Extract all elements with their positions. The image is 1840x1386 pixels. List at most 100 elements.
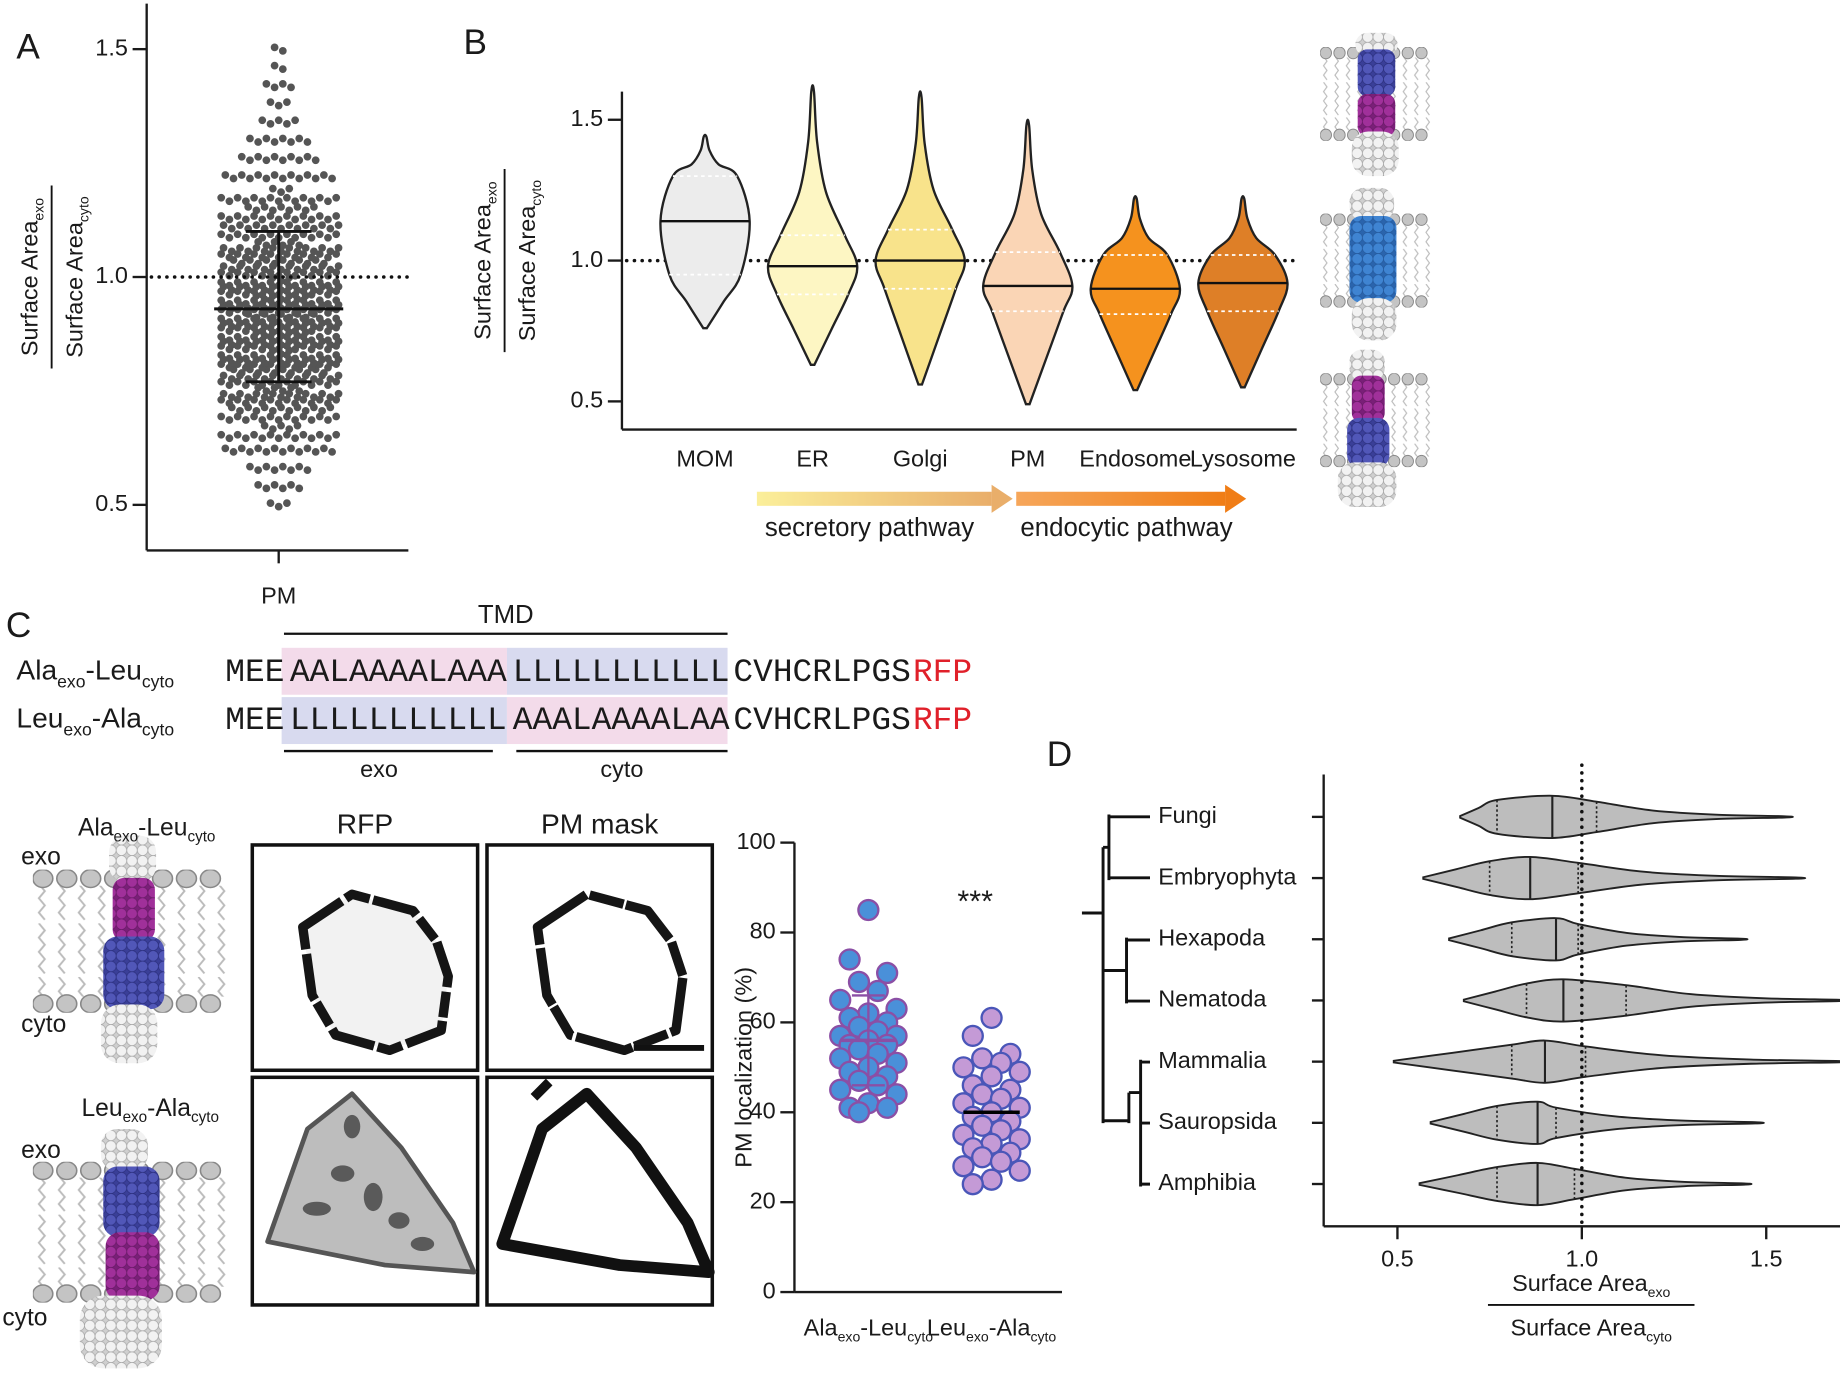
data-point <box>262 174 271 183</box>
data-point <box>328 174 336 183</box>
data-point <box>221 444 230 453</box>
data-point <box>310 247 318 256</box>
data-point <box>252 407 261 415</box>
data-point <box>324 336 332 345</box>
text-part: cyto <box>1646 1328 1672 1344</box>
text-part: exo <box>57 671 86 691</box>
data-point <box>233 430 242 439</box>
data-point <box>233 230 242 239</box>
text-part: exo <box>483 181 499 204</box>
data-point <box>241 253 250 262</box>
violin <box>1392 1039 1840 1084</box>
text-part: cyto <box>75 196 91 222</box>
data-point <box>217 395 226 404</box>
data-point <box>244 247 253 256</box>
text-part: -Ala <box>147 1095 191 1122</box>
data-point <box>225 336 234 345</box>
data-point <box>324 434 332 443</box>
data-point <box>285 206 294 215</box>
y-tick-label: 40 <box>750 1097 776 1123</box>
data-point <box>291 215 299 224</box>
construct-label: Leuexo-Alacyto <box>81 1095 218 1126</box>
data-point <box>225 318 234 326</box>
data-point <box>258 416 267 424</box>
data-point <box>274 399 283 408</box>
data-point <box>307 233 316 242</box>
panel-label: B <box>464 23 487 62</box>
data-point <box>246 134 254 143</box>
data-point <box>270 466 279 475</box>
segment-label: cyto <box>600 756 643 782</box>
data-point <box>291 233 299 242</box>
data-point <box>262 156 271 165</box>
data-point <box>291 116 299 125</box>
data-point <box>295 448 304 456</box>
data-point <box>291 318 299 326</box>
data-point <box>241 281 250 290</box>
data-point <box>258 399 267 408</box>
data-point <box>236 221 244 229</box>
data-point <box>233 314 242 323</box>
data-point <box>303 369 312 377</box>
data-point <box>258 354 267 363</box>
data-point <box>285 407 294 415</box>
data-point <box>299 268 308 277</box>
data-point <box>250 351 258 359</box>
data-point <box>295 387 304 396</box>
data-point <box>291 197 299 206</box>
data-point <box>233 332 242 341</box>
data-point <box>318 244 326 252</box>
data-point <box>283 119 291 128</box>
data-point <box>307 434 316 443</box>
data-point <box>1008 1159 1031 1182</box>
data-point <box>250 250 258 258</box>
text-part: cyto <box>1030 1328 1056 1344</box>
data-point <box>307 299 316 308</box>
data-point <box>270 480 279 489</box>
data-point <box>270 43 279 52</box>
tree <box>1081 814 1150 1187</box>
data-point <box>217 278 226 286</box>
data-point <box>315 230 324 239</box>
data-point <box>287 152 295 161</box>
data-point <box>241 215 250 224</box>
seq-exo: AALAAAALAAA <box>290 654 507 691</box>
data-point <box>227 375 236 383</box>
y-tick-label: 1.0 <box>571 246 604 272</box>
text-part: Ala <box>804 1315 839 1341</box>
data-point <box>278 448 287 456</box>
data-point <box>971 1047 994 1070</box>
data-point <box>270 444 279 453</box>
data-point <box>233 278 242 286</box>
data-point <box>315 296 324 305</box>
data-point <box>225 434 234 443</box>
data-point <box>320 444 328 453</box>
data-point <box>315 268 324 277</box>
data-point <box>270 152 279 161</box>
data-point <box>324 299 332 308</box>
data-point <box>303 152 312 161</box>
data-point <box>258 434 267 443</box>
data-point <box>291 253 299 262</box>
data-point <box>233 212 242 220</box>
data-point <box>971 1146 994 1169</box>
category-label: Nematoda <box>1158 986 1267 1012</box>
data-point <box>315 278 324 286</box>
data-point <box>989 1150 1013 1173</box>
data-point <box>221 171 230 179</box>
data-point <box>246 462 254 471</box>
text-part: cyto <box>142 671 174 691</box>
y-tick-label: 100 <box>737 828 776 854</box>
category-label: Amphibia <box>1158 1169 1257 1195</box>
data-point <box>332 430 341 439</box>
violin <box>981 118 1074 406</box>
category-label: Sauropsida <box>1158 1108 1278 1134</box>
panel-label: C <box>6 606 31 645</box>
data-point <box>303 171 312 179</box>
molecule-illustrations <box>1320 32 1434 508</box>
data-point <box>324 416 332 424</box>
data-point <box>299 193 308 202</box>
data-point <box>334 389 343 398</box>
